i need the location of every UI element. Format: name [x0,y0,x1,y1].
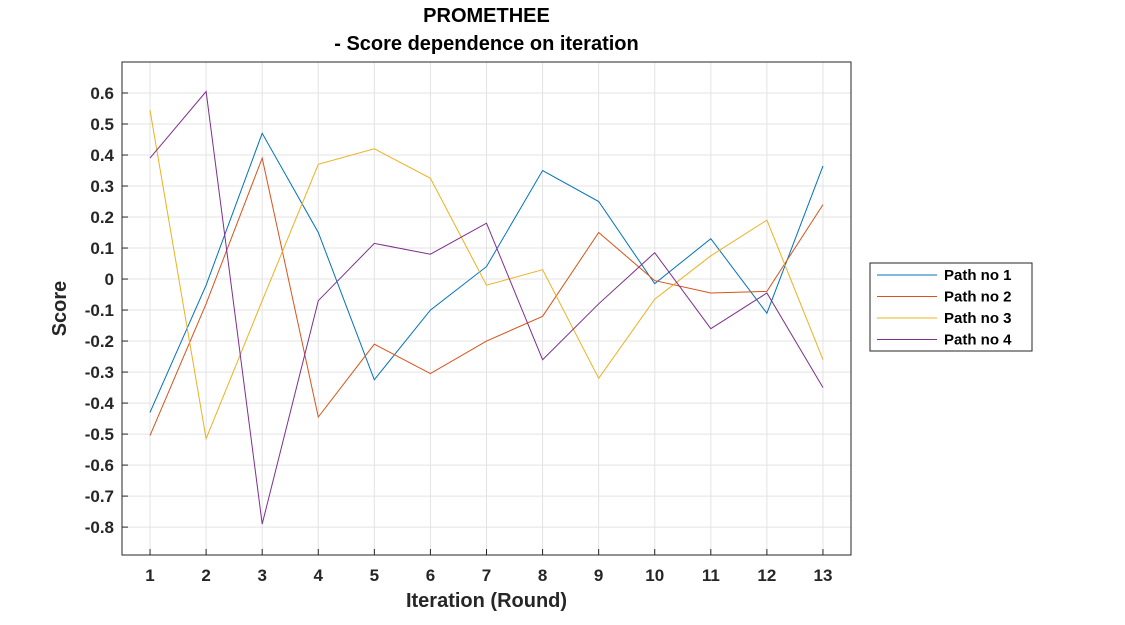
series-line-path-4 [149,90,824,525]
y-tick-label: -0.2 [85,332,114,351]
y-tick-label: -0.1 [85,301,114,320]
chart-title-line1: PROMETHEE [423,5,550,27]
y-tick-label: -0.3 [85,363,114,382]
series-line-path-3 [149,110,824,441]
series-line-path-1 [149,132,824,413]
legend-box [869,262,1033,352]
axis-ticks: 1 2 3 4 5 6 7 8 9 10 11 12 13-0.8-0.7-0.6-0.5-0.4-0.… [85,84,833,585]
x-tick-label: 6 [426,566,435,585]
x-tick-label: 10 [645,566,664,585]
legend-entry-label: Path no 3 [944,310,1012,327]
y-tick-label: 0.3 [90,177,114,196]
y-tick-label: 0.5 [90,115,114,134]
y-tick-label: -0.5 [85,425,114,444]
x-tick-label: 12 [757,566,776,585]
x-tick-label: 7 [482,566,491,585]
series-line-path-2 [149,156,824,436]
x-tick-label: 5 [370,566,379,585]
y-tick-label: -0.7 [85,487,114,506]
chart-title-line2: - Score dependence on iteration [334,33,639,55]
x-tick-label: 1 [145,566,154,585]
y-tick-label: 0.1 [90,239,114,258]
x-tick-label: 8 [538,566,547,585]
x-tick-label: 13 [814,566,833,585]
y-tick-label: -0.8 [85,518,114,537]
legend-entry-label: Path no 1 [944,267,1012,284]
x-tick-label: 4 [314,566,324,585]
x-tick-label: 3 [257,566,266,585]
x-axis-label: Iteration (Round) [406,590,567,612]
x-tick-label: 11 [702,566,720,585]
series-lines [149,90,824,525]
legend-entry-label: Path no 2 [944,289,1012,306]
y-tick-label: 0.6 [90,84,114,103]
y-tick-label: -0.6 [85,456,114,475]
y-tick-label: 0.4 [90,146,114,165]
legend: Path no 1 Path no 2 Path no 3 Path no 4 [869,262,1033,352]
grid [122,62,851,555]
legend-entry-label: Path no 4 [944,332,1012,349]
y-tick-label: -0.4 [85,394,115,413]
y-axis-label: Score [49,281,71,337]
x-tick-label: 9 [594,566,603,585]
x-tick-label: 2 [201,566,210,585]
y-tick-label: 0.2 [90,208,114,227]
y-tick-label: 0 [105,270,114,289]
